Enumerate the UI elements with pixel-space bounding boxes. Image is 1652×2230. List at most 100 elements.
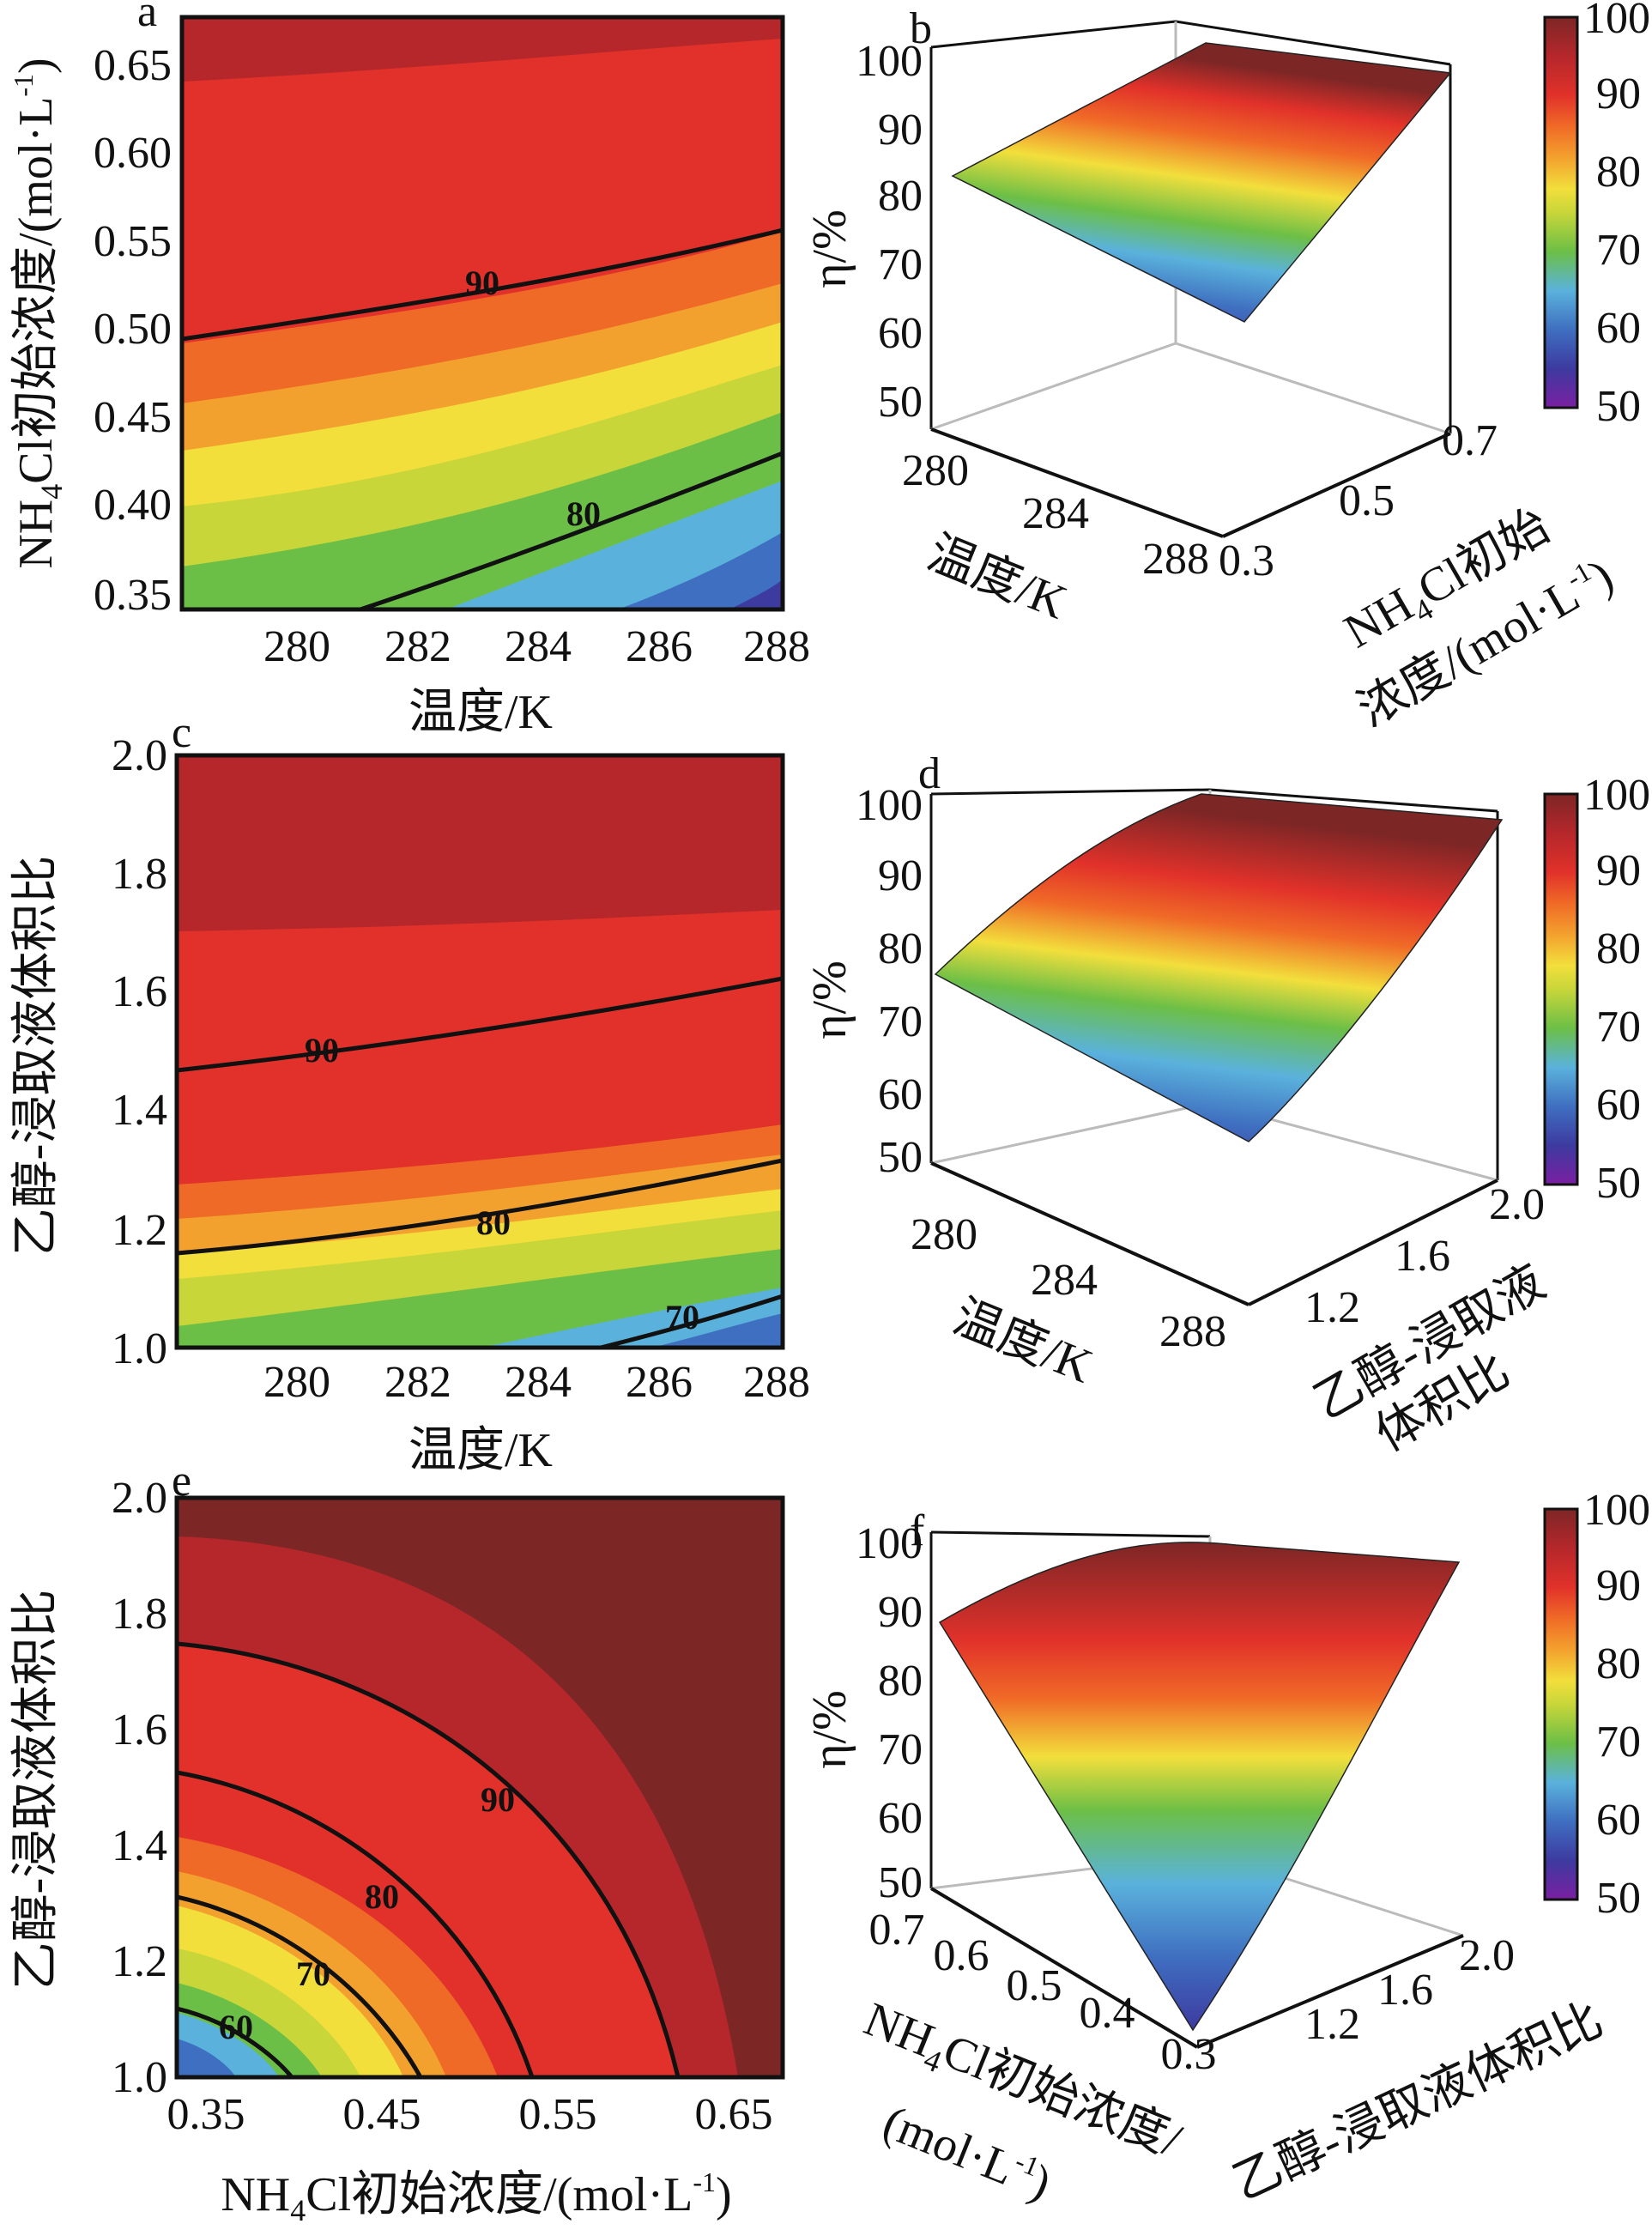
panel-letter-f: f — [910, 1506, 925, 1555]
y-axis-label-sup: -1 — [8, 74, 39, 97]
y-tick-label: 1.6 — [112, 1706, 167, 1754]
x-tick-label: 0.35 — [167, 2090, 245, 2139]
axis-box-edge — [930, 1101, 1211, 1165]
colorbar-tick: 90 — [1596, 1561, 1641, 1610]
colorbar-f — [1543, 1507, 1579, 1901]
y-tick-label: 0.35 — [94, 571, 172, 620]
panel-c — [174, 753, 785, 1350]
y-axis-label: 乙醇-浸取液体积比 — [1225, 1993, 1611, 2210]
z-tick-label: 100 — [856, 37, 923, 86]
colorbar-tick: 100 — [1583, 0, 1650, 43]
z-tick-label: 70 — [878, 997, 923, 1046]
z-axis-label: η/% — [803, 960, 856, 1039]
y-tick-label: 1.2 — [1304, 1283, 1360, 1332]
colorbar-tick: 80 — [1596, 148, 1641, 197]
x-tick-label: 0.65 — [695, 2090, 773, 2139]
x-tick-label: 0.45 — [343, 2090, 421, 2139]
contour-line — [600, 1294, 783, 1348]
contour-band — [729, 579, 783, 609]
contour-line — [177, 976, 783, 1073]
colorbar-tick: 100 — [1583, 771, 1650, 820]
y-tick-label: 1.4 — [112, 1086, 167, 1135]
colorbar-tick: 50 — [1596, 382, 1641, 431]
z-tick-label: 80 — [878, 1657, 923, 1706]
axis-box-edge — [930, 788, 1211, 796]
y-axis-label: 乙醇-浸取液体积比 — [9, 1590, 63, 1991]
z-tick-label: 60 — [878, 1794, 923, 1843]
y-tick-label: 1.0 — [112, 1324, 167, 1373]
x-tick-label: 284 — [505, 1358, 572, 1407]
axis-box-edge — [929, 1887, 1199, 2049]
y-tick-label: 1.2 — [112, 1937, 167, 1986]
panel-b — [929, 20, 1452, 538]
colorbar-gradient — [1543, 1507, 1579, 1901]
axis-box-edge — [930, 427, 1224, 538]
y-axis-label-sub: 4 — [34, 484, 69, 500]
axis-box-edge — [930, 342, 1177, 431]
z-tick-label: 70 — [878, 1725, 923, 1774]
y-axis-label: NH4Cl初始浓度/(mol·L-1) — [8, 58, 69, 568]
axis-box-edge — [1175, 342, 1451, 435]
contour-band — [481, 1288, 783, 1348]
y-tick-label: 0.55 — [94, 217, 172, 266]
colorbar-tick: 60 — [1596, 304, 1641, 353]
y-tick-label: 0.7 — [1442, 416, 1498, 465]
x-tick-label: 280 — [902, 446, 969, 495]
colorbar-b — [1543, 15, 1579, 409]
z-tick-label: 60 — [878, 1070, 923, 1119]
colorbar-tick: 60 — [1596, 1081, 1641, 1130]
x-axis-label-part: ) — [716, 2168, 732, 2221]
contour-band — [618, 532, 783, 609]
contour-line — [177, 1641, 681, 2077]
surface-mesh — [951, 42, 1452, 323]
axis-box-edge — [930, 20, 1177, 49]
x-tick-label: 284 — [1022, 489, 1089, 538]
axis-box-edge — [1196, 1934, 1464, 2049]
y-tick-label: 1.8 — [112, 850, 167, 899]
contour-label: 80 — [476, 1203, 511, 1242]
x-tick-label: 0.3 — [1161, 2030, 1217, 2079]
z-tick-label: 90 — [878, 106, 923, 155]
y-tick-label: 2.0 — [112, 1474, 167, 1523]
colorbar-tick: 70 — [1596, 226, 1641, 275]
x-tick-label: 280 — [911, 1210, 977, 1259]
z-tick-label: 100 — [856, 1519, 923, 1568]
x-axis-label: 温度/K — [946, 1290, 1099, 1393]
x-tick-label: 284 — [505, 622, 572, 671]
axis-box-edge — [930, 1530, 1211, 1538]
colorbar-tick: 90 — [1596, 70, 1641, 118]
x-axis-label-part: (mol·L — [876, 2095, 1022, 2196]
x-axis-label: NH4Cl初始浓度/(mol·L-1) — [221, 2166, 731, 2227]
surface-mesh — [934, 793, 1504, 1142]
y-tick-label: 2.0 — [1489, 1180, 1545, 1229]
panel-letter-e: e — [172, 1457, 191, 1506]
colorbar-tick: 50 — [1596, 1159, 1641, 1208]
z-tick-label: 50 — [878, 1133, 923, 1182]
axis-box-edge — [1222, 432, 1451, 538]
x-tick-label: 0.55 — [519, 2090, 597, 2139]
panel-f — [929, 1530, 1464, 2049]
y-axis-label-part: NH — [1335, 578, 1422, 658]
colorbar-d — [1543, 792, 1579, 1186]
panel-letter-d: d — [918, 749, 941, 798]
y-tick-label: 0.3 — [1219, 536, 1274, 585]
panel-e — [174, 1495, 785, 2080]
panel-letter-b: b — [910, 4, 932, 53]
z-tick-label: 90 — [878, 851, 923, 900]
contour-line — [177, 1894, 423, 2077]
contour-band — [177, 2039, 236, 2077]
plot-frame — [174, 1495, 785, 2080]
z-tick-label: 70 — [878, 240, 923, 289]
contour-line — [177, 1770, 535, 2077]
y-axis-label: 乙醇-浸取液体积比 — [9, 856, 63, 1257]
colorbar-tick: 100 — [1583, 1486, 1650, 1535]
z-tick-label: 100 — [856, 781, 923, 830]
x-axis-label-part: Cl初始浓度/(mol·L — [306, 2168, 693, 2221]
contour-label: 90 — [465, 264, 499, 302]
y-tick-label: 2.0 — [112, 731, 167, 780]
y-tick-label: 1.6 — [1377, 1966, 1433, 2015]
x-tick-label: 0.5 — [1007, 1961, 1062, 2010]
plot-frame — [179, 15, 785, 612]
z-tick-label: 80 — [878, 172, 923, 221]
colorbar-tick: 60 — [1596, 1796, 1641, 1845]
